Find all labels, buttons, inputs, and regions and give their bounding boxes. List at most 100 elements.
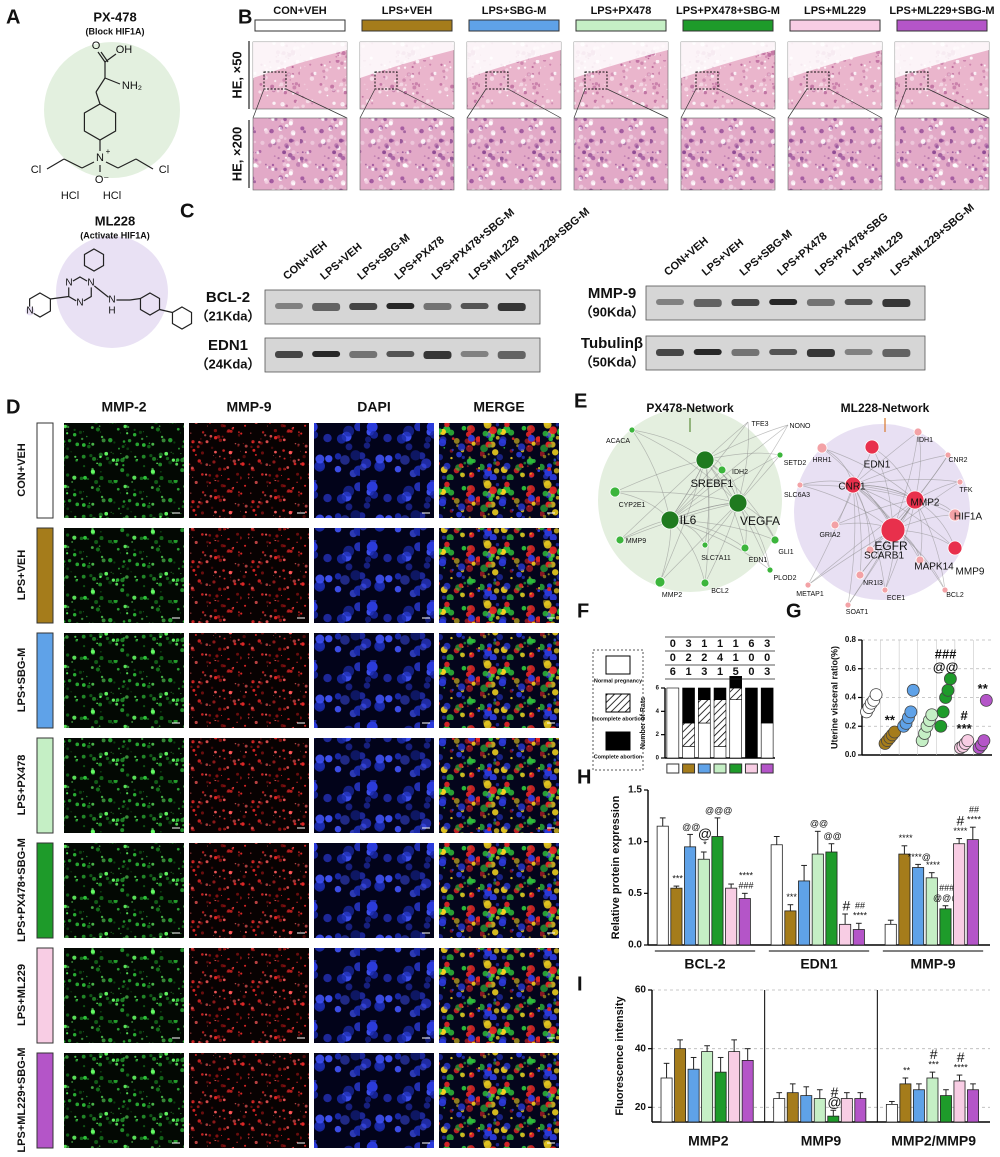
if-image	[439, 843, 559, 938]
bar	[670, 887, 683, 946]
count-label: 1	[733, 652, 739, 664]
network-node	[660, 510, 680, 530]
network-edge	[847, 499, 916, 606]
bar	[687, 1068, 700, 1123]
node-label: GLI1	[778, 549, 793, 556]
significance: @@	[824, 831, 842, 841]
bar	[701, 1051, 714, 1123]
atom-label: N	[87, 278, 94, 289]
row-label: LPS+SBG-M	[16, 648, 28, 712]
stroke	[159, 308, 173, 314]
legend-label: Normal pregnancy	[594, 678, 643, 684]
group-swatch	[729, 763, 743, 774]
zoom-line	[787, 88, 808, 119]
significance: @	[827, 1094, 841, 1110]
panel-label: G	[786, 600, 802, 622]
band	[386, 351, 415, 357]
network-node	[913, 427, 923, 437]
bar	[786, 1092, 799, 1123]
significance: @@@	[705, 805, 732, 815]
channel-label: MMP-9	[226, 399, 271, 415]
band	[497, 351, 526, 359]
count-label: 6	[670, 666, 676, 678]
node-label: HRH1	[812, 457, 831, 464]
bar	[711, 836, 724, 946]
he-image	[573, 117, 669, 191]
he-image	[894, 117, 990, 191]
network-edge	[847, 484, 856, 606]
node-label: SOAT1	[846, 609, 869, 616]
bar	[728, 1051, 741, 1123]
zoom-line	[573, 88, 586, 119]
atom-bg	[25, 306, 35, 316]
dot	[936, 705, 950, 719]
zoom-line	[894, 88, 907, 119]
band	[693, 349, 722, 355]
count-label: 2	[701, 652, 707, 664]
tissue-edge	[574, 42, 668, 78]
y-tick-label: 0.0	[628, 940, 642, 951]
group-swatch	[361, 19, 453, 32]
node-label: EDN1	[749, 557, 768, 564]
legend-label: Complete abortion	[594, 754, 643, 760]
he-image	[787, 117, 883, 191]
network-node	[948, 508, 962, 522]
node-label: SETD2	[784, 460, 807, 467]
group-swatch	[36, 632, 54, 729]
x-tick-label: EDN1	[800, 956, 838, 972]
channel-label: MMP-2	[101, 399, 146, 415]
group-label: LPS+ML229+SBG-M	[889, 5, 994, 17]
zoom-box	[374, 71, 398, 90]
if-image	[64, 1053, 184, 1148]
count-label: 3	[701, 666, 707, 678]
if-image	[64, 843, 184, 938]
y-tick-label: 40	[635, 1043, 647, 1054]
band	[806, 299, 835, 306]
node-label: METAP1	[796, 591, 824, 598]
bar	[940, 1095, 952, 1123]
if-image	[64, 738, 184, 833]
count-label: 0	[670, 652, 676, 664]
panel-label: D	[6, 396, 20, 418]
dot	[979, 693, 993, 707]
network-edge	[737, 421, 749, 504]
zoom-box	[905, 71, 929, 90]
atom-label: N	[26, 306, 33, 317]
tissue-edge	[895, 42, 989, 78]
if-image	[189, 843, 309, 938]
stroke	[63, 158, 83, 169]
bar	[738, 898, 751, 946]
y-axis-title: Uterine visceral ratio(%)	[830, 646, 840, 749]
significance: ***	[928, 1060, 939, 1070]
row-label: HE, ×50	[229, 51, 244, 98]
count-label: 0	[670, 638, 676, 650]
node-label: TFE3	[751, 421, 768, 428]
node-label: IDH1	[917, 437, 933, 444]
group-swatch	[697, 763, 711, 774]
bar-segment	[698, 722, 711, 759]
network-edge	[807, 499, 916, 586]
tissue-edge	[788, 42, 882, 78]
y-tick-label: 0.0	[845, 750, 857, 759]
node-label: GRIA2	[819, 532, 840, 539]
band	[312, 303, 341, 311]
network-node	[796, 481, 804, 489]
y-axis-title: Number of Rats	[640, 697, 647, 749]
atom-bg	[64, 278, 74, 288]
bar	[813, 1098, 826, 1123]
bar-segment	[760, 687, 774, 724]
y-tick-label: 0.5	[628, 888, 642, 899]
network-node	[905, 490, 925, 510]
bar	[714, 1071, 727, 1123]
band	[882, 299, 911, 307]
stroke	[105, 161, 119, 169]
band	[656, 299, 684, 305]
bar-segment	[760, 722, 774, 759]
if-image	[189, 633, 309, 728]
significance: ****@	[908, 852, 931, 862]
network-node	[830, 520, 840, 530]
if-image	[439, 528, 559, 623]
network-edge	[659, 459, 706, 583]
y-tick-label: 0.4	[845, 693, 857, 702]
stroke	[129, 297, 141, 301]
